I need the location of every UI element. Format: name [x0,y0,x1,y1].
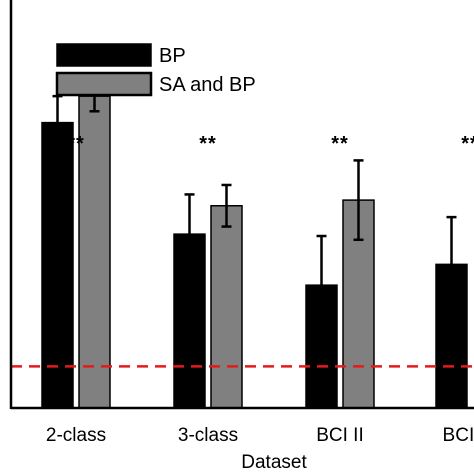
legend-swatch-sa-and-bp [55,71,153,97]
bar-bci-ii-s0 [305,284,338,409]
bar-2-class-s1 [78,95,111,409]
x-tick-label-1: 3-class [178,425,238,446]
x-tick-label-3: BCI IV [443,425,474,446]
significance-markers: ** ** ** ** [67,133,474,155]
legend: BP SA and BP [55,43,256,97]
significance-marker-1: ** [199,133,217,155]
x-axis-title: Dataset [241,452,307,473]
significance-marker-2: ** [331,133,349,155]
x-tick-labels: 2-class 3-class BCI II BCI IV [46,425,474,446]
bar-2-class-s0 [41,121,74,409]
bars-layer [41,95,468,409]
x-tick-label-0: 2-class [46,425,106,446]
legend-label-sa-and-bp: SA and BP [159,74,256,96]
legend-label-bp: BP [159,45,186,67]
error-bars-layer [52,79,457,336]
legend-swatch-bp [56,43,152,67]
x-tick-label-2: BCI II [316,425,364,446]
bar-3-class-s1 [210,205,243,409]
significance-marker-3: ** [461,133,474,155]
significance-marker-0: ** [67,133,85,155]
